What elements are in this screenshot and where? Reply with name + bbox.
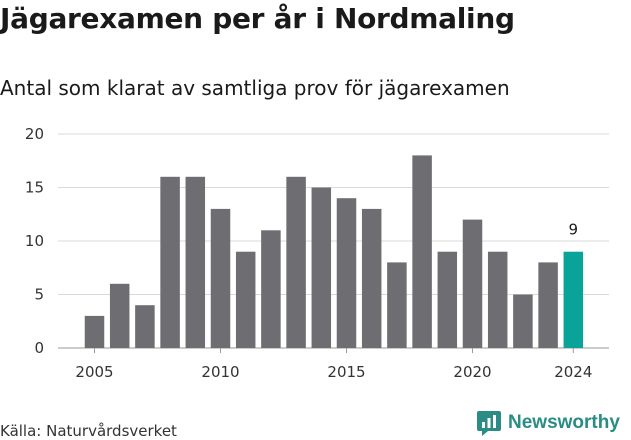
x-tick-label: 2010	[201, 363, 239, 381]
bar	[437, 251, 458, 348]
bar	[311, 187, 332, 348]
x-tick-label: 2015	[327, 363, 365, 381]
bar	[235, 251, 256, 348]
bar	[538, 262, 558, 348]
brand-name: Newsworthy	[508, 412, 620, 433]
x-tick-label: 2024	[554, 363, 592, 381]
bar	[135, 305, 155, 348]
x-tick-label: 2020	[453, 363, 491, 381]
bar	[286, 176, 306, 348]
y-tick-label: 20	[25, 125, 44, 143]
bar	[160, 176, 180, 348]
chart-subtitle: Antal som klarat av samtliga prov för jä…	[0, 76, 510, 100]
bar	[185, 176, 206, 348]
source-note: Källa: Naturvårdsverket	[0, 422, 177, 440]
y-tick-label: 10	[25, 232, 44, 250]
bar	[462, 219, 483, 348]
y-tick-label: 5	[34, 286, 44, 304]
bar	[387, 262, 407, 348]
bar	[412, 155, 432, 348]
bar	[336, 198, 357, 348]
data-label-highlight: 9	[569, 221, 579, 239]
bar	[261, 230, 281, 348]
y-tick-label: 0	[34, 339, 44, 357]
bar-highlight	[563, 251, 584, 348]
bar	[487, 251, 508, 348]
chart-title: Jägarexamen per år i Nordmaling	[0, 2, 515, 35]
x-tick-label: 2005	[75, 363, 113, 381]
bar	[109, 283, 130, 348]
newsworthy-logo[interactable]: Newsworthy	[476, 408, 620, 438]
bar	[513, 294, 533, 348]
newsworthy-logo-icon	[477, 411, 501, 436]
bar	[361, 208, 382, 348]
bar	[84, 315, 105, 348]
bar	[210, 208, 231, 348]
y-tick-label: 15	[25, 179, 44, 197]
